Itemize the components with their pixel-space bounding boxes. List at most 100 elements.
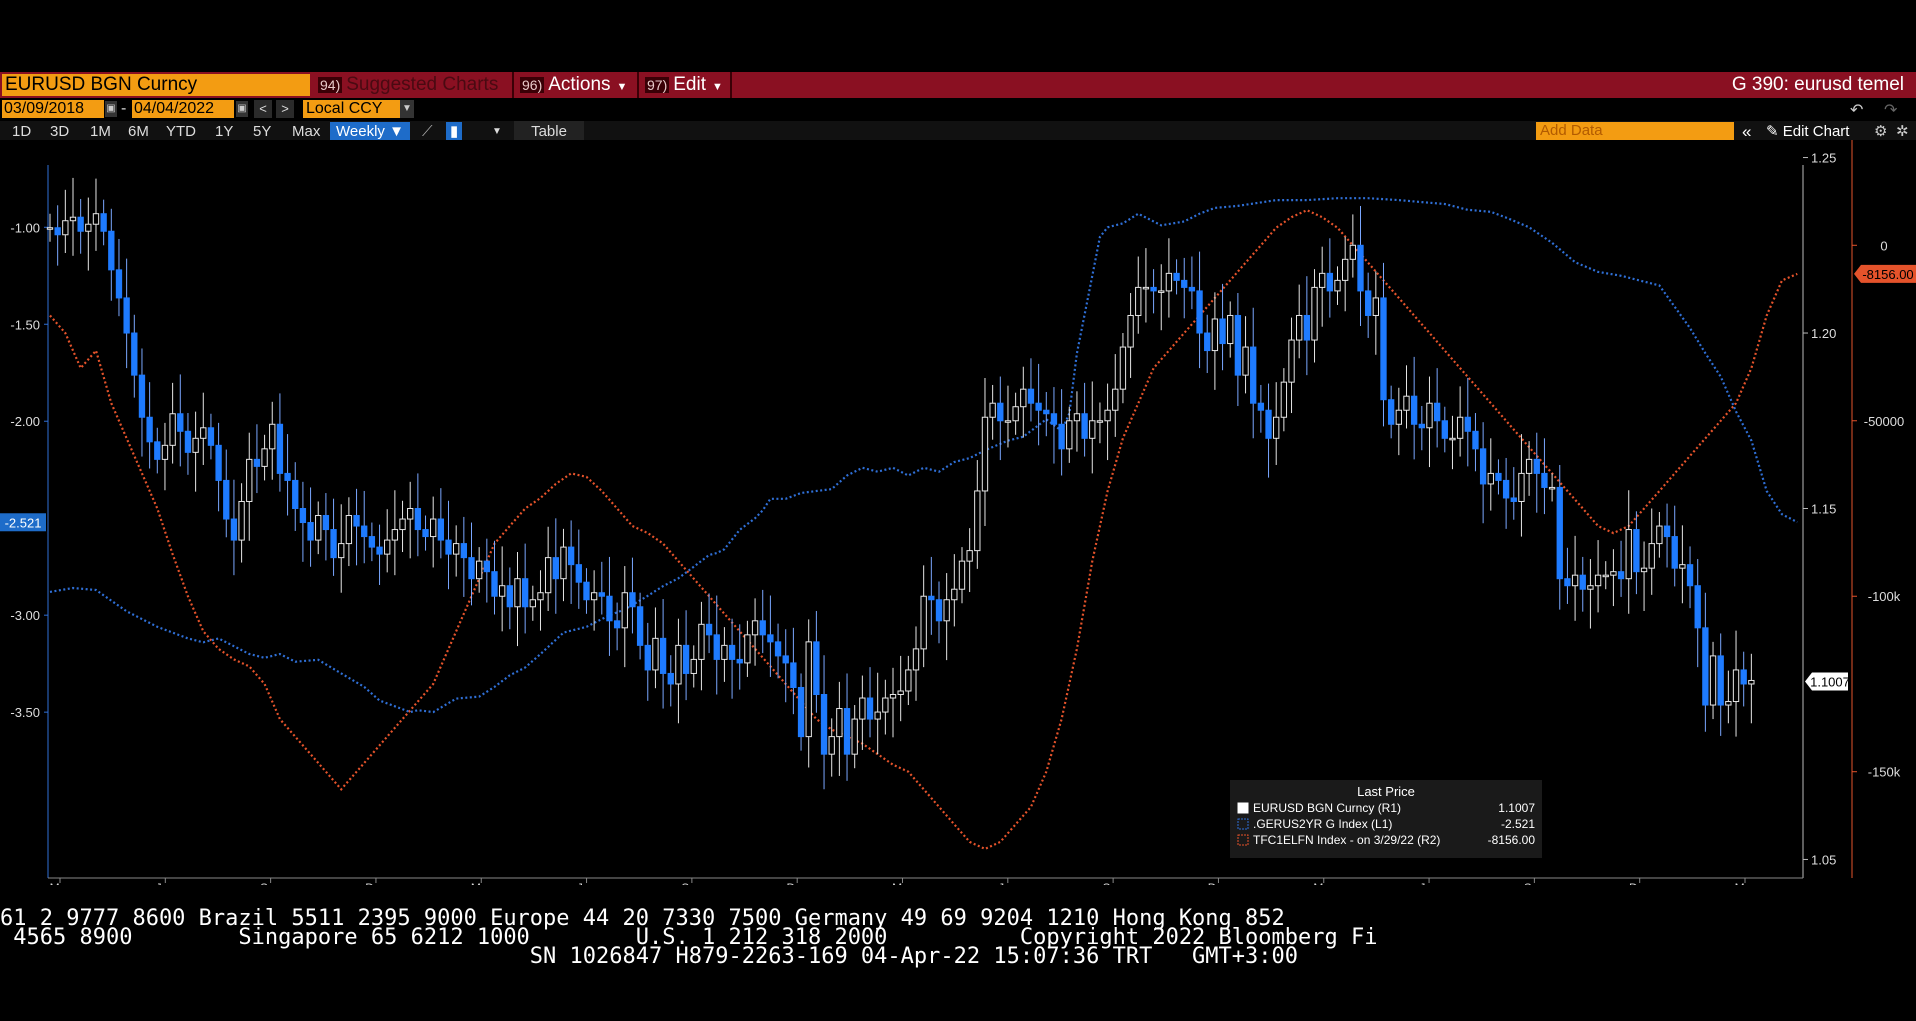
security-input[interactable]: EURUSD BGN Curncy	[2, 74, 310, 96]
edit-menu-button[interactable]: 97) Edit ▼	[645, 74, 723, 96]
candle-body	[368, 536, 376, 548]
candle-body	[1479, 448, 1487, 485]
candle-body	[1740, 669, 1747, 685]
candle-body	[1150, 286, 1157, 292]
calendar-icon[interactable]: ▣	[236, 101, 248, 117]
toolbar-divider	[637, 72, 639, 98]
candle-body	[1487, 472, 1494, 485]
candle-body	[1709, 655, 1717, 706]
start-date-input[interactable]: 03/09/2018	[2, 100, 104, 118]
frequency-select[interactable]: Weekly ▼	[330, 122, 410, 142]
table-button[interactable]: Table	[514, 121, 584, 143]
candle-body	[1686, 564, 1694, 587]
candle-body	[1380, 297, 1387, 401]
candle-body	[797, 686, 805, 738]
period-6m-button[interactable]: 6M	[128, 123, 149, 140]
eurusd-marker-text: 1.1007	[1810, 675, 1850, 690]
left-tick-label: -2.00	[10, 414, 40, 429]
x-tick-label: Mar	[892, 881, 913, 885]
candle-body	[1004, 420, 1012, 423]
gear-icon[interactable]: ✲	[1896, 123, 1909, 140]
undo-icon[interactable]: ↶	[1850, 102, 1864, 119]
currency-select[interactable]: Local CCY	[303, 100, 413, 118]
right1-tick-label: 1.15	[1811, 502, 1836, 517]
candle-body	[1364, 290, 1372, 316]
chevron-down-icon[interactable]: ▼	[492, 126, 502, 137]
period-1d-button[interactable]: 1D	[12, 123, 32, 140]
candle-body	[69, 216, 77, 222]
right2-tick-label: 0	[1880, 238, 1887, 253]
candle-body	[123, 297, 130, 334]
candle-body	[1265, 409, 1272, 439]
candle-body	[460, 543, 468, 559]
gerus2yr-marker-text: -2.521	[5, 515, 42, 530]
chart-code-label: G 390: eurusd temel	[1731, 74, 1904, 95]
line-chart-icon[interactable]: ⟋	[422, 123, 433, 140]
candle-body	[468, 557, 475, 580]
legend-box	[1230, 780, 1542, 858]
candle-body	[1702, 627, 1709, 706]
settings-icon[interactable]: ⚙	[1874, 123, 1888, 140]
candle-body	[1495, 472, 1502, 481]
candlestick-icon[interactable]: ▮	[446, 122, 463, 142]
x-tick-label: Mar	[1313, 881, 1334, 885]
candle-body	[590, 592, 598, 601]
x-tick-label: Dec	[365, 881, 386, 885]
candle-body	[1234, 314, 1242, 376]
candle-body	[1372, 297, 1380, 316]
period-5y-button[interactable]: 5Y	[253, 123, 272, 140]
candle-body	[1319, 272, 1326, 288]
edit-chart-button[interactable]: ✎ Edit Chart	[1766, 122, 1849, 142]
redo-icon[interactable]: ↷	[1884, 102, 1898, 119]
legend-item-name: TFC1ELFN Index - on 3/29/22 (R2)	[1253, 833, 1440, 847]
eurusd-marker-box	[1805, 672, 1848, 691]
period-ytd-button[interactable]: YTD	[166, 123, 196, 140]
candle-body	[1096, 420, 1104, 423]
candle-body	[851, 718, 858, 755]
candle-body	[230, 518, 238, 541]
next-period-icon[interactable]: >	[276, 100, 294, 118]
chevron-down-icon[interactable]: ▼	[400, 100, 414, 118]
candle-body	[575, 564, 582, 583]
candle-body	[445, 539, 452, 555]
candle-body	[1602, 574, 1609, 578]
candle-body	[361, 525, 368, 538]
candle-body	[100, 213, 107, 232]
eurusd-candles	[46, 177, 1755, 790]
right1-tick-label: 1.20	[1811, 326, 1836, 341]
actions-menu-button[interactable]: 96) Actions ▼	[520, 74, 627, 96]
period-max-button[interactable]: Max	[292, 123, 321, 140]
chevron-down-icon: ▼	[616, 81, 628, 93]
candle-body	[897, 690, 904, 696]
candle-body	[1648, 543, 1655, 569]
right1-tick-label: 1.25	[1811, 151, 1836, 166]
candle-body	[889, 694, 897, 699]
period-3d-button[interactable]: 3D	[50, 123, 70, 140]
candle-body	[1725, 701, 1732, 706]
x-tick-label: Dec	[1629, 881, 1650, 885]
candle-body	[928, 595, 935, 601]
candle-body	[238, 500, 245, 541]
period-1y-button[interactable]: 1Y	[215, 123, 234, 140]
candle-body	[905, 669, 912, 692]
candle-body	[552, 557, 559, 580]
candle-body	[246, 458, 253, 502]
candle-body	[859, 697, 866, 720]
end-date-input[interactable]: 04/04/2022	[132, 100, 234, 118]
gerus2yr-series	[49, 197, 1798, 714]
add-data-input[interactable]: Add Data	[1536, 122, 1734, 140]
suggested-charts-button[interactable]: 94) Suggested Charts	[318, 74, 498, 96]
legend-item-name: EURUSD BGN Curncy (R1)	[1253, 801, 1401, 815]
calendar-icon[interactable]: ▣	[105, 101, 117, 117]
prev-period-icon[interactable]: <	[254, 100, 272, 118]
candle-body	[1548, 486, 1556, 490]
candle-body	[583, 581, 590, 601]
candle-body	[866, 697, 874, 720]
period-1m-button[interactable]: 1M	[90, 123, 111, 140]
candle-body	[690, 658, 697, 674]
collapse-icon[interactable]: «	[1742, 122, 1752, 141]
candle-body	[498, 585, 506, 597]
candle-body	[1303, 314, 1311, 341]
price-chart[interactable]: -1.00 -1.50 -2.00 -3.00 -3.50 1.25 1.20 1.15 1.0…	[0, 140, 1916, 885]
candle-body	[292, 479, 299, 509]
